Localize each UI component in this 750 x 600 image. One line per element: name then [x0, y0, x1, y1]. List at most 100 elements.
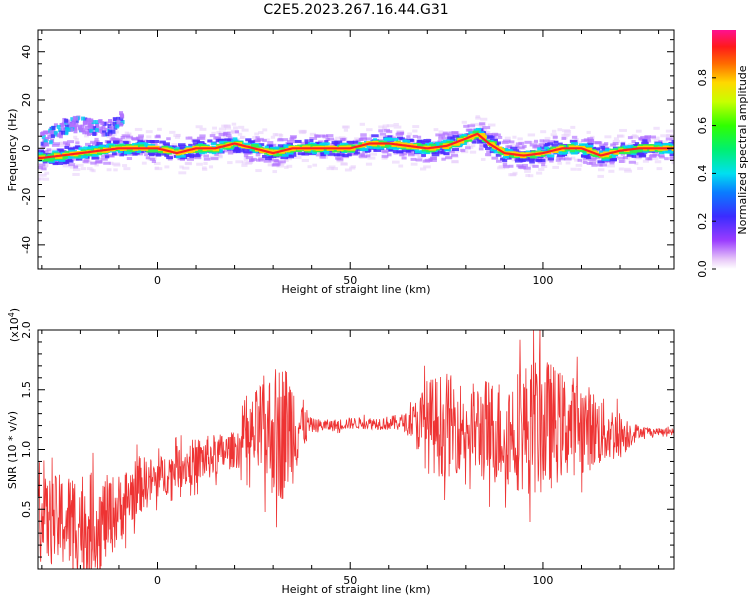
spectrogram-cell: [354, 137, 361, 141]
spectrogram-cell: [219, 131, 227, 135]
spectrogram-cell: [301, 159, 309, 163]
spectrogram-cell: [57, 161, 64, 165]
colorbar-tick-label: 0.6: [696, 117, 709, 135]
spectrogram-cell: [130, 149, 135, 153]
spectrogram-cell: [671, 161, 674, 165]
spectrogram-cell: [307, 142, 314, 146]
spectrogram-branch-cell: [71, 123, 76, 128]
spectrogram-cell: [562, 129, 571, 133]
spectrogram-cell: [218, 147, 223, 151]
spectrogram-cell: [125, 135, 134, 139]
spectrogram-cell: [538, 143, 547, 147]
spectrogram-cell: [632, 144, 640, 148]
spectrogram-cell: [251, 145, 259, 149]
spectrogram-cell: [124, 131, 129, 135]
spectrogram-cell: [624, 169, 633, 173]
spectrogram-cell: [151, 159, 157, 163]
spectrogram-y-tick-label: 40: [20, 45, 33, 59]
spectrogram-cell: [588, 146, 597, 150]
spectrogram-cell: [64, 146, 70, 150]
spectrogram-cell: [529, 163, 535, 167]
spectrogram-cell: [601, 157, 610, 161]
spectrogram-cell: [352, 142, 358, 146]
spectrogram-cell: [371, 134, 379, 138]
spectrogram-cell: [468, 131, 476, 135]
spectrogram-cell: [500, 157, 506, 161]
spectrogram-cell: [537, 147, 542, 151]
spectrogram-cell: [42, 158, 49, 162]
spectrogram-cell: [69, 147, 74, 151]
spectrogram-cell: [252, 136, 258, 140]
spectrogram-cell: [442, 143, 450, 147]
spectrogram-cell: [212, 148, 220, 152]
spectrogram-cell: [367, 156, 376, 160]
spectrogram-cell: [437, 147, 444, 151]
spectrogram-x-axis-label: Height of straight line (km): [281, 283, 430, 296]
spectrogram-cell: [406, 143, 414, 147]
spectrogram-cell: [292, 151, 301, 155]
spectrogram-cell: [195, 125, 203, 129]
spectrogram-cell: [41, 153, 47, 157]
spectrogram-cell: [262, 128, 268, 132]
spectrogram-cell: [622, 155, 628, 159]
spectrogram-cell: [550, 133, 557, 137]
spectrogram-cell: [365, 149, 371, 153]
spectrogram-cell: [401, 156, 407, 160]
spectrogram-cell: [669, 154, 674, 158]
spectrogram-cell: [544, 136, 551, 140]
spectrogram-cell: [325, 138, 330, 142]
spectrogram-cell: [336, 157, 344, 161]
spectrogram-cell: [643, 137, 651, 141]
spectrogram-cell: [202, 167, 208, 171]
spectrogram-cell: [132, 142, 139, 146]
spectrogram-cell: [392, 149, 398, 153]
spectrogram-cell: [475, 116, 481, 120]
spectrogram-cell: [530, 155, 537, 159]
spectrogram-cell: [384, 140, 392, 144]
spectrogram-cell: [286, 155, 295, 159]
spectrogram-cell: [241, 147, 249, 151]
spectrogram-cell: [399, 153, 405, 157]
snr-y-tick-label: 1.0: [20, 441, 33, 459]
spectrogram-cell: [272, 133, 278, 137]
spectrogram-cell: [174, 135, 181, 139]
spectrogram-cell: [556, 155, 563, 159]
spectrogram-cell: [485, 153, 492, 157]
spectrogram-branch-cell: [89, 125, 94, 130]
spectrogram-cell: [349, 166, 356, 170]
spectrogram-y-tick-label: -40: [20, 236, 33, 254]
spectrogram-cell: [561, 155, 569, 159]
spectrogram-cell: [195, 152, 200, 156]
spectrogram-cell: [465, 143, 471, 147]
spectrogram-ticks: 0 50 100 -40 -20 0 20 40: [20, 30, 674, 287]
spectrogram-branch-cell: [115, 124, 120, 129]
spectrogram-cell: [151, 149, 159, 153]
spectrogram-cell: [331, 141, 339, 145]
spectrogram-cell: [524, 140, 532, 144]
spectrogram-cell: [417, 135, 422, 139]
spectrogram-cell: [412, 129, 418, 133]
spectrogram-cell: [286, 164, 293, 168]
spectrogram-cell: [319, 155, 326, 159]
spectrogram-cell: [365, 162, 373, 166]
spectrogram-cell: [136, 150, 142, 154]
spectrogram-cell: [150, 144, 156, 148]
spectrogram-cell: [536, 158, 542, 162]
spectrogram-cell: [588, 139, 594, 143]
snr-y-tick-label: 2.0: [20, 321, 33, 339]
spectrogram-cell: [103, 161, 111, 165]
spectrogram-cell: [493, 150, 500, 154]
spectrogram-branch-cell: [120, 114, 125, 119]
spectrogram-cell: [552, 165, 559, 169]
spectrogram-cell: [498, 148, 505, 152]
spectrogram-cell: [304, 141, 310, 145]
spectrogram-cell: [215, 155, 223, 159]
snr-y-scale-label: (x104): [7, 308, 21, 342]
spectrogram-cell: [312, 142, 317, 146]
spectrogram-cell: [531, 150, 537, 154]
spectrogram-cell: [116, 139, 123, 143]
spectrogram-branch-cell: [74, 116, 79, 121]
spectrogram-cell: [161, 145, 169, 149]
spectrogram-cell: [280, 147, 286, 151]
